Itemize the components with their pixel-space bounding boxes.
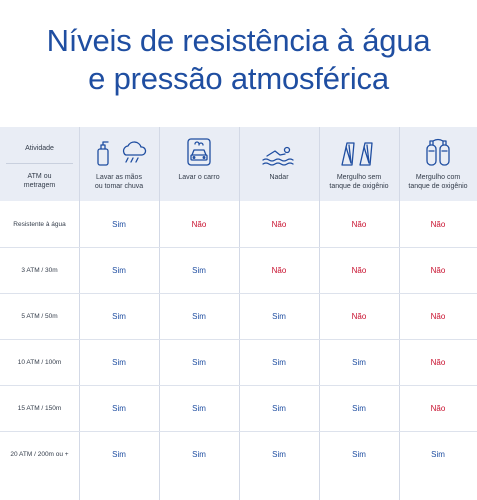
fins-icon — [339, 135, 379, 167]
value-yes: Sim — [272, 449, 286, 459]
value-yes: Sim — [352, 403, 366, 413]
column-header-car-wash: Lavar o carro — [159, 127, 239, 201]
resistance-table: Atividade ATM ou metragem Lavar as mãos … — [0, 127, 477, 500]
value-yes: Sim — [192, 449, 206, 459]
value-yes: Sim — [112, 449, 126, 459]
value-yes: Sim — [272, 311, 286, 321]
value-yes: Sim — [112, 265, 126, 275]
value-yes: Sim — [352, 449, 366, 459]
row-label: 10 ATM / 100m — [17, 358, 62, 366]
activity-header: Atividade — [25, 145, 54, 152]
column-divider — [239, 127, 240, 500]
value-yes: Sim — [192, 265, 206, 275]
column-header-swim: Nadar — [239, 127, 319, 201]
value-no: Não — [271, 219, 287, 229]
value-yes: Sim — [192, 357, 206, 367]
table-row: Resistente à água Sim Não Não Não Não — [0, 201, 477, 247]
column-header-hand-wash: Lavar as mãos ou tomar chuva — [79, 127, 159, 201]
column-header-dive-tank: Mergulho com tanque de oxigênio — [399, 127, 477, 201]
column-header-dive-no-tank: Mergulho sem tanque de oxigênio — [319, 127, 399, 201]
value-no: Não — [430, 219, 446, 229]
page-title: Níveis de resistência à água e pressão a… — [0, 22, 477, 98]
value-no: Não — [351, 219, 367, 229]
row-divider — [0, 431, 477, 432]
row-divider — [0, 339, 477, 340]
table-row: 15 ATM / 150m Sim Sim Sim Sim Não — [0, 385, 477, 431]
column-header-label-line-1: Lavar as mãos — [96, 174, 142, 181]
value-yes: Sim — [112, 357, 126, 367]
value-no: Não — [351, 265, 367, 275]
title-line-2: e pressão atmosférica — [88, 61, 389, 96]
table-row: 3 ATM / 30m Sim Sim Não Não Não — [0, 247, 477, 293]
column-divider — [79, 127, 80, 500]
pressure-header: ATM ou metragem — [0, 172, 79, 190]
value-yes: Sim — [112, 403, 126, 413]
value-yes: Sim — [112, 219, 126, 229]
column-header-label-line-1: Mergulho sem — [336, 174, 382, 181]
value-no: Não — [351, 311, 367, 321]
column-header-label-line-1: Mergulho com — [415, 174, 461, 181]
value-yes: Sim — [112, 311, 126, 321]
row-divider — [0, 385, 477, 386]
row-label: Resistente à água — [13, 220, 66, 228]
column-header-label-line-2: tanque de oxigênio — [408, 183, 468, 190]
row-divider — [0, 293, 477, 294]
value-no: Não — [271, 265, 287, 275]
header-divider — [6, 163, 73, 164]
table-row: 5 ATM / 50m Sim Sim Sim Não Não — [0, 293, 477, 339]
oxygen-tank-icon — [423, 135, 453, 167]
column-divider — [319, 127, 320, 500]
value-yes: Sim — [192, 311, 206, 321]
value-no: Não — [430, 403, 446, 413]
row-divider — [0, 247, 477, 248]
column-header-label-line-1: Nadar — [269, 174, 289, 181]
pressure-header-line-2: metragem — [23, 182, 56, 189]
pressure-header-line-1: ATM ou — [27, 173, 52, 180]
value-no: Não — [430, 265, 446, 275]
row-label: 15 ATM / 150m — [17, 404, 62, 412]
hand-wash-rain-icon — [91, 135, 147, 167]
row-label: 20 ATM / 200m ou + — [10, 450, 69, 458]
value-no: Não — [191, 219, 207, 229]
table-row: 20 ATM / 200m ou + Sim Sim Sim Sim Sim — [0, 431, 477, 477]
value-no: Não — [430, 357, 446, 367]
value-yes: Sim — [272, 403, 286, 413]
column-header-label-line-2: tanque de oxigênio — [329, 183, 389, 190]
swimming-icon — [261, 135, 297, 167]
value-yes: Sim — [352, 357, 366, 367]
column-header-label-line-2: ou tomar chuva — [94, 183, 144, 190]
car-wash-icon — [184, 135, 214, 167]
row-label: 5 ATM / 50m — [21, 312, 58, 320]
table-row: 10 ATM / 100m Sim Sim Sim Sim Não — [0, 339, 477, 385]
value-no: Não — [430, 311, 446, 321]
value-yes: Sim — [272, 357, 286, 367]
title-line-1: Níveis de resistência à água — [46, 23, 431, 58]
column-divider — [159, 127, 160, 500]
column-header-label-line-1: Lavar o carro — [178, 174, 220, 181]
row-label: 3 ATM / 30m — [21, 266, 58, 274]
value-yes: Sim — [431, 449, 445, 459]
value-yes: Sim — [192, 403, 206, 413]
column-divider — [399, 127, 400, 500]
